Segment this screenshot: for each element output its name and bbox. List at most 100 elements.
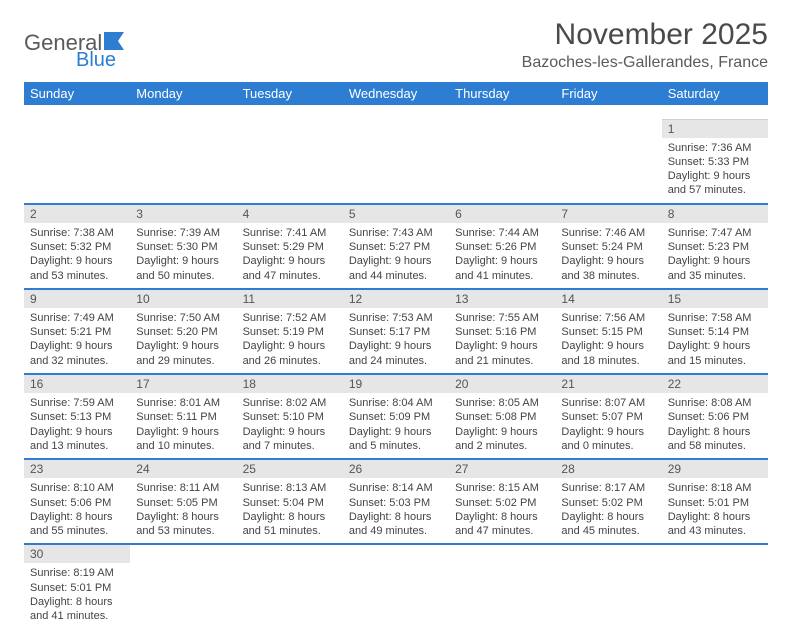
detail-line: Sunrise: 8:18 AM — [668, 481, 762, 495]
week-detail-row: Sunrise: 8:19 AMSunset: 5:01 PMDaylight:… — [24, 563, 768, 628]
day-number — [237, 544, 343, 563]
day-detail — [130, 138, 236, 204]
detail-line: and 5 minutes. — [349, 439, 443, 453]
detail-line: Daylight: 8 hours — [349, 510, 443, 524]
detail-line: and 18 minutes. — [561, 354, 655, 368]
detail-line: and 57 minutes. — [668, 183, 762, 197]
detail-line: Sunrise: 8:19 AM — [30, 566, 124, 580]
day-number — [24, 119, 130, 138]
detail-line: Sunset: 5:20 PM — [136, 325, 230, 339]
detail-line: Daylight: 9 hours — [455, 339, 549, 353]
detail-line: Daylight: 9 hours — [349, 339, 443, 353]
detail-line: Sunset: 5:13 PM — [30, 410, 124, 424]
day-detail — [343, 563, 449, 628]
detail-line: Sunset: 5:07 PM — [561, 410, 655, 424]
detail-line: Sunset: 5:03 PM — [349, 496, 443, 510]
day-number: 7 — [555, 204, 661, 223]
detail-line: Daylight: 9 hours — [455, 254, 549, 268]
day-detail: Sunrise: 8:02 AMSunset: 5:10 PMDaylight:… — [237, 393, 343, 459]
detail-line: Sunset: 5:24 PM — [561, 240, 655, 254]
day-detail: Sunrise: 7:44 AMSunset: 5:26 PMDaylight:… — [449, 223, 555, 289]
detail-line: and 35 minutes. — [668, 269, 762, 283]
day-number: 5 — [343, 204, 449, 223]
detail-line: Sunset: 5:33 PM — [668, 155, 762, 169]
day-detail — [555, 563, 661, 628]
detail-line: Sunrise: 7:41 AM — [243, 226, 337, 240]
detail-line: and 21 minutes. — [455, 354, 549, 368]
detail-line: Daylight: 8 hours — [668, 425, 762, 439]
detail-line: Sunset: 5:10 PM — [243, 410, 337, 424]
day-number: 17 — [130, 374, 236, 393]
day-header-row: SundayMondayTuesdayWednesdayThursdayFrid… — [24, 82, 768, 105]
detail-line: Daylight: 9 hours — [30, 254, 124, 268]
day-detail: Sunrise: 7:46 AMSunset: 5:24 PMDaylight:… — [555, 223, 661, 289]
detail-line: Daylight: 9 hours — [561, 339, 655, 353]
day-detail: Sunrise: 7:52 AMSunset: 5:19 PMDaylight:… — [237, 308, 343, 374]
day-detail: Sunrise: 8:18 AMSunset: 5:01 PMDaylight:… — [662, 478, 768, 544]
day-number: 19 — [343, 374, 449, 393]
detail-line: Daylight: 8 hours — [243, 510, 337, 524]
detail-line: and 10 minutes. — [136, 439, 230, 453]
detail-line: and 0 minutes. — [561, 439, 655, 453]
day-detail: Sunrise: 7:58 AMSunset: 5:14 PMDaylight:… — [662, 308, 768, 374]
header: General Blue November 2025 Bazoches-les-… — [24, 18, 768, 72]
day-header: Friday — [555, 82, 661, 105]
day-number — [343, 544, 449, 563]
detail-line: Sunset: 5:01 PM — [668, 496, 762, 510]
day-number — [555, 119, 661, 138]
title-block: November 2025 Bazoches-les-Gallerandes, … — [522, 18, 768, 72]
day-number: 3 — [130, 204, 236, 223]
day-detail: Sunrise: 8:19 AMSunset: 5:01 PMDaylight:… — [24, 563, 130, 628]
detail-line: and 49 minutes. — [349, 524, 443, 538]
day-number — [662, 544, 768, 563]
detail-line: Sunrise: 7:59 AM — [30, 396, 124, 410]
week-detail-row: Sunrise: 7:38 AMSunset: 5:32 PMDaylight:… — [24, 223, 768, 289]
day-detail — [130, 563, 236, 628]
detail-line: Sunrise: 7:52 AM — [243, 311, 337, 325]
day-number: 21 — [555, 374, 661, 393]
day-number: 27 — [449, 459, 555, 478]
detail-line: Sunset: 5:23 PM — [668, 240, 762, 254]
day-number: 8 — [662, 204, 768, 223]
day-header: Tuesday — [237, 82, 343, 105]
detail-line: and 2 minutes. — [455, 439, 549, 453]
detail-line: Daylight: 9 hours — [349, 254, 443, 268]
detail-line: Sunset: 5:32 PM — [30, 240, 124, 254]
detail-line: Daylight: 9 hours — [243, 425, 337, 439]
day-number: 28 — [555, 459, 661, 478]
detail-line: and 44 minutes. — [349, 269, 443, 283]
detail-line: Daylight: 9 hours — [561, 254, 655, 268]
week-daynum-row: 23242526272829 — [24, 459, 768, 478]
detail-line: Sunrise: 7:47 AM — [668, 226, 762, 240]
detail-line: Daylight: 9 hours — [668, 254, 762, 268]
calendar-table: SundayMondayTuesdayWednesdayThursdayFrid… — [24, 82, 768, 629]
detail-line: Sunset: 5:21 PM — [30, 325, 124, 339]
day-detail — [662, 563, 768, 628]
day-number: 26 — [343, 459, 449, 478]
detail-line: and 32 minutes. — [30, 354, 124, 368]
detail-line: Sunset: 5:06 PM — [30, 496, 124, 510]
day-number: 2 — [24, 204, 130, 223]
day-detail: Sunrise: 8:17 AMSunset: 5:02 PMDaylight:… — [555, 478, 661, 544]
detail-line: Sunset: 5:08 PM — [455, 410, 549, 424]
day-detail: Sunrise: 8:08 AMSunset: 5:06 PMDaylight:… — [662, 393, 768, 459]
detail-line: Sunrise: 7:38 AM — [30, 226, 124, 240]
week-daynum-row: 30 — [24, 544, 768, 563]
month-title: November 2025 — [522, 18, 768, 52]
detail-line: Sunset: 5:15 PM — [561, 325, 655, 339]
day-detail: Sunrise: 8:01 AMSunset: 5:11 PMDaylight:… — [130, 393, 236, 459]
detail-line: Daylight: 8 hours — [561, 510, 655, 524]
day-detail: Sunrise: 7:56 AMSunset: 5:15 PMDaylight:… — [555, 308, 661, 374]
day-detail — [24, 138, 130, 204]
detail-line: Sunrise: 7:56 AM — [561, 311, 655, 325]
day-header: Monday — [130, 82, 236, 105]
day-detail: Sunrise: 8:11 AMSunset: 5:05 PMDaylight:… — [130, 478, 236, 544]
detail-line: Sunset: 5:29 PM — [243, 240, 337, 254]
detail-line: Sunrise: 8:11 AM — [136, 481, 230, 495]
day-detail — [449, 138, 555, 204]
day-number — [130, 119, 236, 138]
detail-line: Sunrise: 8:10 AM — [30, 481, 124, 495]
day-detail: Sunrise: 8:13 AMSunset: 5:04 PMDaylight:… — [237, 478, 343, 544]
detail-line: Daylight: 8 hours — [455, 510, 549, 524]
detail-line: Daylight: 9 hours — [243, 339, 337, 353]
